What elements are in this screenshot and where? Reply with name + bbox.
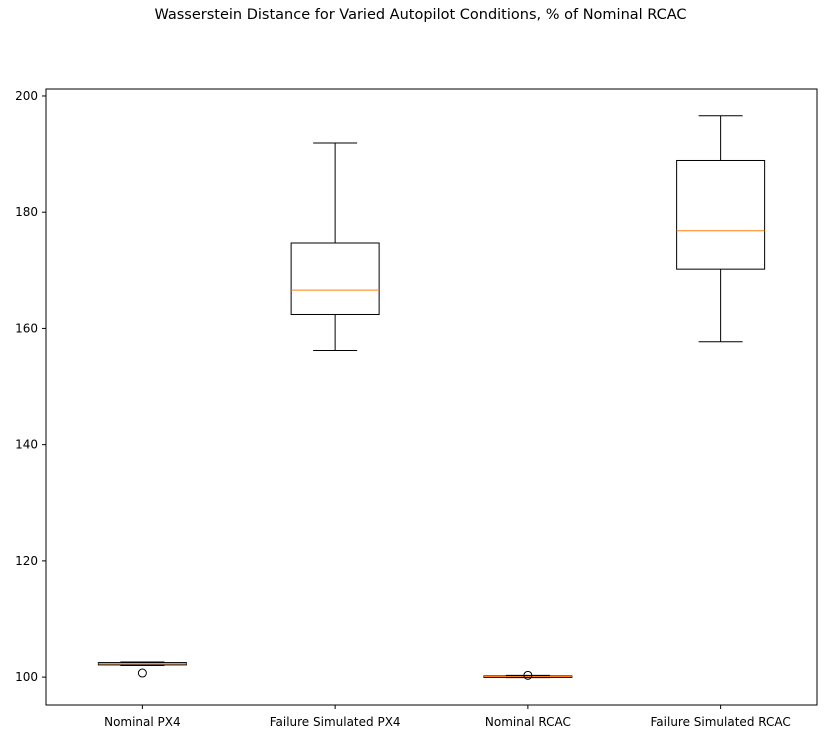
- box-group: [676, 115, 766, 343]
- y-tick-label: 180: [15, 205, 38, 219]
- chart-title: Wasserstein Distance for Varied Autopilo…: [154, 7, 687, 23]
- box-group: [290, 142, 380, 352]
- y-axis: 100 120 140 160 180 200: [15, 89, 46, 684]
- plot-frame: [45, 88, 818, 706]
- box-iqr: [676, 159, 766, 270]
- boxes-layer: [97, 115, 766, 680]
- box-iqr: [290, 242, 380, 315]
- y-tick-label: 100: [15, 670, 38, 684]
- x-tick-label: Nominal PX4: [104, 715, 181, 729]
- y-tick-label: 140: [15, 438, 38, 452]
- y-tick-label: 160: [15, 321, 38, 335]
- box-group: [483, 670, 573, 680]
- x-tick-label: Nominal RCAC: [485, 715, 571, 729]
- y-tick-label: 120: [15, 554, 38, 568]
- x-tick-label: Failure Simulated PX4: [270, 715, 401, 729]
- y-tick-label: 200: [15, 89, 38, 103]
- box-group: [97, 661, 187, 678]
- x-tick-label: Failure Simulated RCAC: [651, 715, 791, 729]
- x-axis: Nominal PX4 Failure Simulated PX4 Nominal …: [104, 705, 791, 729]
- outlier-point: [137, 668, 147, 678]
- outlier-point: [523, 670, 533, 680]
